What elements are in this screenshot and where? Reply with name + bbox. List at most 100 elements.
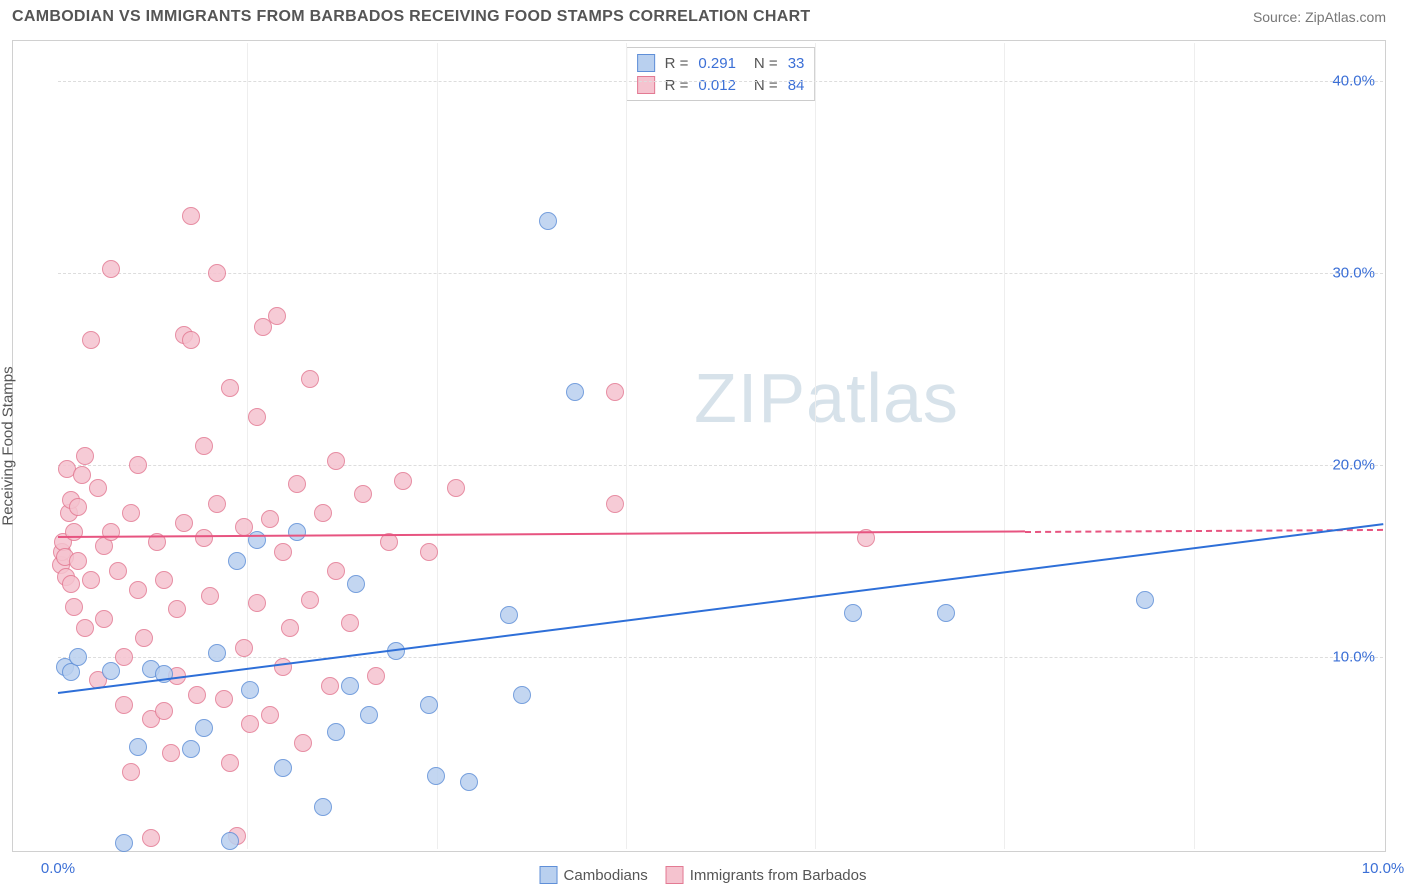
gridline-h	[58, 81, 1383, 82]
scatter-point	[394, 472, 412, 490]
scatter-point	[500, 606, 518, 624]
gridline-v	[815, 43, 816, 849]
scatter-point	[195, 719, 213, 737]
scatter-point	[182, 331, 200, 349]
gridline-v	[1004, 43, 1005, 849]
scatter-point	[228, 552, 246, 570]
scatter-point	[182, 740, 200, 758]
scatter-point	[268, 307, 286, 325]
r-value: 0.012	[698, 77, 736, 94]
scatter-point	[248, 408, 266, 426]
scatter-point	[208, 644, 226, 662]
scatter-point	[182, 207, 200, 225]
scatter-point	[241, 715, 259, 733]
n-label: N =	[754, 55, 778, 72]
scatter-point	[102, 523, 120, 541]
scatter-point	[129, 456, 147, 474]
r-label: R =	[665, 55, 689, 72]
scatter-point	[102, 260, 120, 278]
scatter-point	[115, 648, 133, 666]
y-tick-label: 30.0%	[1332, 265, 1375, 282]
legend-stat-row: R = 0.291 N = 33	[637, 52, 805, 74]
legend-swatch	[540, 866, 558, 884]
scatter-point	[195, 529, 213, 547]
scatter-point	[69, 552, 87, 570]
n-label: N =	[754, 77, 778, 94]
watermark-light: atlas	[806, 359, 959, 437]
scatter-point	[294, 734, 312, 752]
y-axis-label: Receiving Food Stamps	[0, 366, 17, 525]
scatter-point	[76, 619, 94, 637]
gridline-h	[58, 465, 1383, 466]
legend-series: CambodiansImmigrants from Barbados	[540, 866, 867, 884]
gridline-v	[626, 43, 627, 849]
legend-swatch	[666, 866, 684, 884]
scatter-point	[321, 677, 339, 695]
x-tick-label: 10.0%	[1362, 860, 1405, 877]
scatter-point	[115, 834, 133, 852]
scatter-point	[162, 744, 180, 762]
scatter-point	[188, 686, 206, 704]
scatter-point	[102, 662, 120, 680]
scatter-point	[354, 485, 372, 503]
scatter-point	[235, 639, 253, 657]
legend-stats: R = 0.291 N = 33 R = 0.012 N = 84	[626, 47, 816, 101]
scatter-point	[122, 763, 140, 781]
scatter-point	[327, 723, 345, 741]
scatter-point	[115, 696, 133, 714]
scatter-point	[327, 452, 345, 470]
y-tick-label: 40.0%	[1332, 73, 1375, 90]
scatter-point	[301, 591, 319, 609]
scatter-point	[122, 504, 140, 522]
scatter-point	[65, 523, 83, 541]
scatter-point	[274, 658, 292, 676]
scatter-point	[347, 575, 365, 593]
scatter-point	[301, 370, 319, 388]
scatter-point	[215, 690, 233, 708]
scatter-point	[341, 677, 359, 695]
scatter-point	[460, 773, 478, 791]
scatter-point	[69, 498, 87, 516]
n-value: 84	[788, 77, 805, 94]
scatter-point	[513, 686, 531, 704]
scatter-point	[367, 667, 385, 685]
scatter-point	[314, 798, 332, 816]
plot-area: ZIPatlas R =0.291N =33R =0.012N =84 10.0…	[58, 43, 1383, 849]
scatter-point	[566, 383, 584, 401]
gridline-v	[1194, 43, 1195, 849]
scatter-point	[420, 696, 438, 714]
scatter-point	[201, 587, 219, 605]
scatter-point	[62, 575, 80, 593]
scatter-point	[208, 495, 226, 513]
gridline-v	[437, 43, 438, 849]
scatter-point	[109, 562, 127, 580]
scatter-point	[73, 466, 91, 484]
scatter-point	[248, 531, 266, 549]
scatter-point	[195, 437, 213, 455]
scatter-point	[69, 648, 87, 666]
legend-stat-row: R = 0.012 N = 84	[637, 74, 805, 96]
legend-label: Cambodians	[564, 867, 648, 884]
n-value: 33	[788, 55, 805, 72]
r-value: 0.291	[698, 55, 736, 72]
scatter-point	[129, 581, 147, 599]
scatter-point	[539, 212, 557, 230]
scatter-point	[420, 543, 438, 561]
r-label: R =	[665, 77, 689, 94]
x-tick-label: 0.0%	[41, 860, 75, 877]
scatter-point	[76, 447, 94, 465]
scatter-point	[155, 571, 173, 589]
scatter-point	[606, 383, 624, 401]
watermark: ZIPatlas	[694, 358, 959, 438]
scatter-point	[288, 475, 306, 493]
chart-container: Receiving Food Stamps ZIPatlas R =0.291N…	[12, 40, 1386, 852]
scatter-point	[65, 598, 83, 616]
scatter-point	[288, 523, 306, 541]
scatter-point	[241, 681, 259, 699]
scatter-point	[314, 504, 332, 522]
scatter-point	[261, 510, 279, 528]
scatter-point	[135, 629, 153, 647]
scatter-point	[1136, 591, 1154, 609]
scatter-point	[142, 829, 160, 847]
watermark-bold: ZIP	[694, 359, 806, 437]
